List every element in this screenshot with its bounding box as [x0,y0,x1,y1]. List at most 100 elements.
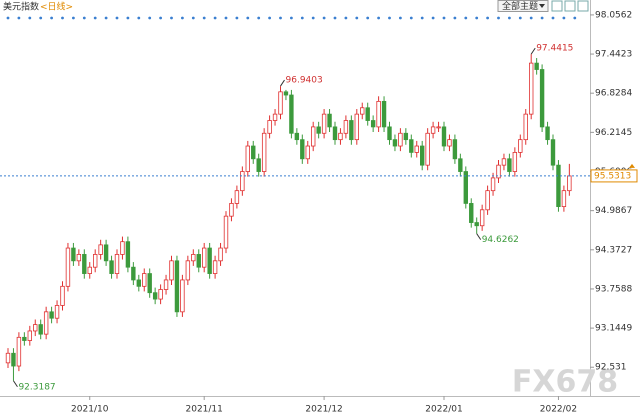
candle-body [240,171,245,192]
candle-body [131,266,136,281]
candle-body [567,175,572,192]
annotation-pointer [476,233,482,240]
candle-body [550,139,556,166]
menu-label[interactable]: 全部主题 [502,0,538,12]
candle-body [163,279,169,290]
annotation-pointer [280,79,285,87]
candle-body [310,126,316,147]
candle-body [490,177,496,192]
candle-body [125,241,131,268]
candle-body [474,222,479,227]
event-dot [442,16,446,20]
candle-body [409,139,414,153]
tool-icon[interactable] [551,0,563,12]
candle-body [180,279,185,313]
menu-box[interactable] [497,0,549,12]
candle-body [201,247,207,268]
menu-arrow[interactable] [539,4,545,8]
candle-body [234,190,240,204]
y-tick-label: 96.2145 [595,128,632,138]
candle-body [381,100,387,128]
candle-body [267,120,272,134]
candle-body [218,247,223,262]
candle-body [49,311,54,319]
candle-body [512,152,518,172]
watermark: FX678 [512,365,618,400]
candle-body [414,145,419,153]
candle-body [82,254,87,274]
event-dot [191,16,195,20]
candle-body [436,126,441,129]
y-tick-label: 98.0562 [595,10,632,20]
candle-body [354,113,359,141]
candle-body [556,164,561,208]
annotation-label: 96.9403 [286,76,323,86]
event-dot [540,16,544,20]
event-dot [344,16,348,20]
candle-body [11,352,16,367]
candle-body [523,113,528,141]
candle-body [22,336,27,341]
tool-icon[interactable] [577,0,589,12]
event-dot [82,16,86,20]
candle-body [278,91,283,115]
event-dot [355,16,359,20]
candle-body [501,158,507,166]
candle-body [103,244,109,262]
candle-body [338,132,343,141]
event-dot [562,16,566,20]
event-dot [322,16,326,20]
event-dot [399,16,402,20]
candle-body [370,120,376,128]
candle-body [469,203,474,223]
event-dot [529,16,533,20]
y-tick-label: 96.8284 [595,89,632,99]
annotation-label: 97.4415 [536,44,573,54]
candle-body [147,273,152,294]
event-dot [170,16,173,20]
candle-body [316,126,321,134]
event-dot [246,16,250,20]
candle-body [158,289,163,300]
candle-body [430,126,436,134]
event-dot [104,16,108,20]
candle-body [196,254,201,268]
event-dot [366,16,370,20]
event-dot [17,16,21,20]
last-price-label: 95.5313 [594,171,631,181]
event-dot [115,16,119,20]
annotation-pointer [530,47,536,55]
candle-body [305,145,310,160]
event-dot [518,16,522,20]
candle-body [529,62,534,115]
event-dot [6,16,10,20]
candle-body [545,126,550,141]
candle-body [376,100,381,128]
candle-body [136,279,141,287]
event-dot [508,16,511,20]
chart-subtitle: <日线> [40,1,73,13]
candle-body [114,254,120,274]
candle-body [458,158,463,172]
event-dot [126,16,130,20]
event-dot [333,16,337,20]
event-dot [72,16,75,20]
last-price-arrow [629,163,635,168]
candle-body [261,132,267,172]
candle-body [463,171,468,204]
candle-body [212,260,218,274]
candle-body [419,145,425,166]
candle-body [65,247,71,287]
candle-body [109,260,114,274]
candle-body [43,311,49,335]
event-dot [409,16,413,20]
event-dot [573,16,577,20]
event-dot [279,16,282,20]
event-dot [475,16,479,20]
candle-body [452,139,458,160]
candle-body [174,260,180,313]
candle-body [272,113,278,121]
tool-icon[interactable] [564,0,576,12]
y-tick-label: 93.7588 [595,284,632,294]
